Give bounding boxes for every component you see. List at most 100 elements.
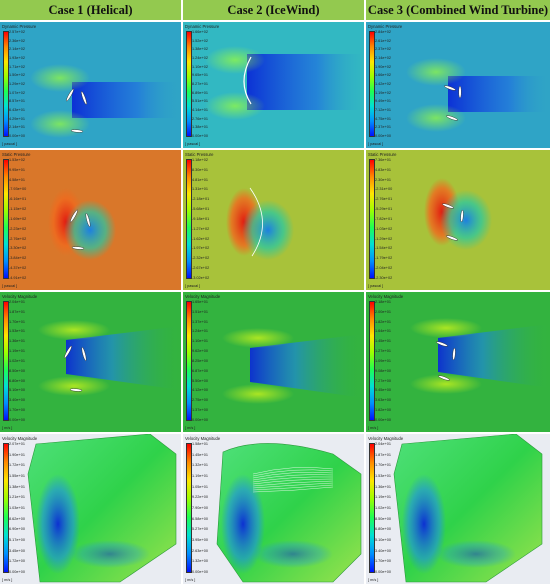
legend-tick-label: 0.00e+00 — [375, 133, 391, 138]
legend-tick-label: 4.58e+01 — [9, 177, 25, 182]
header-case-3: Case 3 (Combined Wind Turbine) — [366, 0, 550, 20]
legend-tick-label: 2.14e+02 — [9, 47, 25, 52]
turbine-blade — [70, 129, 84, 133]
legend-ticks: 2.18e+01 2.00e+01 1.82e+01 1.64e+01 1.45e+01… — [375, 300, 399, 422]
legend-tick-label: 1.70e+01 — [375, 463, 391, 468]
legend-tick-label: 1.70e+01 — [9, 319, 25, 324]
legend-color-bar — [3, 159, 9, 279]
legend-tick-label: 1.10e+01 — [192, 339, 208, 344]
legend-ticks: 2.04e+01 1.87e+01 1.70e+01 1.53e+01 1.36e+01… — [9, 300, 33, 422]
panel-static-pressure-case-3: Static Pressure 7.36e+01 4.83e+01 2.30e+01 -… — [366, 150, 550, 290]
legend-tick-label: -1.97e+02 — [192, 246, 210, 251]
panel-dynamic-pressure-case-3: Dynamic Pressure 2.84e+02 2.61e+02 2.37e+02… — [366, 22, 550, 148]
legend-tick-label: 3.45e+00 — [9, 548, 25, 553]
legend-tick-label: -1.54e+02 — [375, 246, 393, 251]
legend-tick-label: -3.84e+02 — [9, 256, 27, 261]
legend-tick-label: -6.16e+01 — [9, 197, 27, 202]
legend-tick-label: 6.89e+01 — [192, 90, 208, 95]
cfd-contour-image — [183, 150, 364, 290]
turbine-blade — [438, 375, 450, 381]
legend-ticks: 2.04e+01 1.87e+01 1.70e+01 1.53e+01 1.36e+01… — [375, 442, 399, 574]
panel-velocity-streamline-case-2: Velocity Magnitude 1.58e+01 1.45e+01 1.32e+… — [183, 434, 364, 584]
legend-tick-label: 1.19e+01 — [375, 495, 391, 500]
legend-tick-label: -2.30e+02 — [375, 275, 393, 280]
legend-tick-label: 1.90e+02 — [375, 64, 391, 69]
legend-tick-label: 5.45e+00 — [375, 388, 391, 393]
legend-tick-label: 1.19e+01 — [9, 349, 25, 354]
legend-tick-label: 4.75e+01 — [375, 116, 391, 121]
cfd-contour-image — [0, 434, 181, 584]
legend-title: Static Pressure — [185, 152, 214, 157]
legend-tick-label: 1.53e+01 — [375, 473, 391, 478]
legend-tick-label: 9.22e+00 — [192, 495, 208, 500]
legend-tick-label: 1.70e+00 — [375, 559, 391, 564]
turbine-blade — [85, 213, 91, 227]
legend-ticks: 2.07e+01 1.90e+01 1.72e+01 1.55e+01 1.38e+01… — [9, 442, 33, 574]
legend-color-bar — [369, 301, 375, 421]
legend-ticks: 1.18e+02 8.30e+01 4.81e+01 1.31e+01 -2.18e+0… — [192, 158, 216, 280]
legend-title: Static Pressure — [2, 152, 31, 157]
legend-ticks: 2.57e+02 2.36e+02 2.14e+02 1.93e+02 1.71e+02… — [9, 30, 33, 138]
color-legend: Velocity Magnitude 2.04e+01 1.87e+01 1.70e+… — [2, 294, 37, 430]
legend-tick-label: 7.90e+00 — [192, 505, 208, 510]
legend-tick-label: 8.25e+00 — [192, 358, 208, 363]
legend-color-bar — [186, 443, 192, 573]
legend-tick-label: 1.10e+02 — [192, 64, 208, 69]
legend-tick-label: 2.04e+01 — [375, 442, 391, 446]
legend-tick-label: 2.00e+01 — [375, 309, 391, 314]
legend-tick-label: -7.82e+01 — [375, 216, 393, 221]
panel-dynamic-pressure-case-2: Dynamic Pressure 1.66e+02 1.52e+02 1.38e+02… — [183, 22, 364, 148]
legend-ticks: 2.84e+02 2.61e+02 2.37e+02 2.14e+02 1.90e+02… — [375, 30, 399, 138]
legend-tick-label: 2.14e+01 — [9, 125, 25, 130]
legend-title: Dynamic Pressure — [2, 24, 37, 29]
legend-tick-label: 5.17e+00 — [9, 537, 25, 542]
legend-tick-label: 1.64e+01 — [375, 329, 391, 334]
legend-title: Velocity Magnitude — [2, 294, 38, 299]
legend-color-bar — [3, 301, 9, 421]
legend-unit: [ m/s ] — [2, 578, 13, 582]
turbine-blade — [71, 246, 85, 250]
legend-tick-label: 1.55e+01 — [9, 473, 25, 478]
legend-unit: [ pascal ] — [368, 142, 384, 146]
legend-tick-label: 1.37e+01 — [192, 319, 208, 324]
legend-tick-label: 6.80e+00 — [9, 378, 25, 383]
legend-title: Velocity Magnitude — [2, 436, 38, 441]
legend-tick-label: -4.91e+02 — [9, 275, 27, 280]
legend-tick-label: 1.90e+01 — [9, 452, 25, 457]
legend-tick-label: 1.87e+01 — [375, 452, 391, 457]
legend-tick-label: 1.18e+02 — [192, 158, 208, 162]
legend-unit: [ m/s ] — [368, 578, 379, 582]
legend-tick-label: 1.66e+02 — [192, 30, 208, 34]
legend-ticks: 1.58e+01 1.45e+01 1.32e+01 1.19e+01 1.05e+01… — [192, 442, 216, 574]
legend-tick-label: 1.19e+01 — [192, 473, 208, 478]
legend-tick-label: 1.53e+02 — [9, 158, 25, 162]
color-legend: Velocity Magnitude 1.65e+01 1.51e+01 1.37e+… — [185, 294, 220, 430]
legend-tick-label: 2.37e+01 — [375, 125, 391, 130]
panel-dynamic-pressure-case-1: Dynamic Pressure 2.57e+02 2.36e+02 2.14e+02… — [0, 22, 181, 148]
legend-title: Velocity Magnitude — [185, 294, 221, 299]
cfd-contour-image — [366, 434, 550, 584]
legend-tick-label: 1.72e+01 — [9, 463, 25, 468]
legend-tick-label: 2.14e+02 — [375, 55, 391, 60]
color-legend: Dynamic Pressure 2.84e+02 2.61e+02 2.37e+02… — [368, 24, 402, 146]
legend-tick-label: 1.32e+00 — [192, 559, 208, 564]
legend-tick-label: -2.23e+02 — [9, 226, 27, 231]
legend-tick-label: 8.50e+00 — [9, 368, 25, 373]
legend-tick-label: 1.65e+01 — [192, 300, 208, 304]
legend-tick-label: -2.32e+02 — [192, 256, 210, 261]
legend-tick-label: 1.71e+02 — [9, 64, 25, 69]
legend-tick-label: 1.36e+01 — [375, 484, 391, 489]
legend-unit: [ pascal ] — [368, 284, 384, 288]
legend-color-bar — [3, 443, 9, 573]
legend-tick-label: 4.12e+00 — [192, 388, 208, 393]
legend-tick-label: 1.21e+01 — [9, 495, 25, 500]
legend-tick-label: -9.18e+01 — [192, 216, 210, 221]
legend-tick-label: 9.49e+01 — [375, 99, 391, 104]
legend-unit: [ pascal ] — [185, 142, 201, 146]
legend-tick-label: 0.00e+00 — [192, 569, 208, 574]
color-legend: Velocity Magnitude 2.18e+01 2.00e+01 1.82e+… — [368, 294, 403, 430]
legend-ticks: 1.66e+02 1.52e+02 1.38e+02 1.24e+02 1.10e+02… — [192, 30, 216, 138]
legend-tick-label: -1.69e+02 — [9, 216, 27, 221]
legend-tick-label: 6.90e+00 — [9, 527, 25, 532]
legend-tick-label: 1.24e+01 — [192, 329, 208, 334]
